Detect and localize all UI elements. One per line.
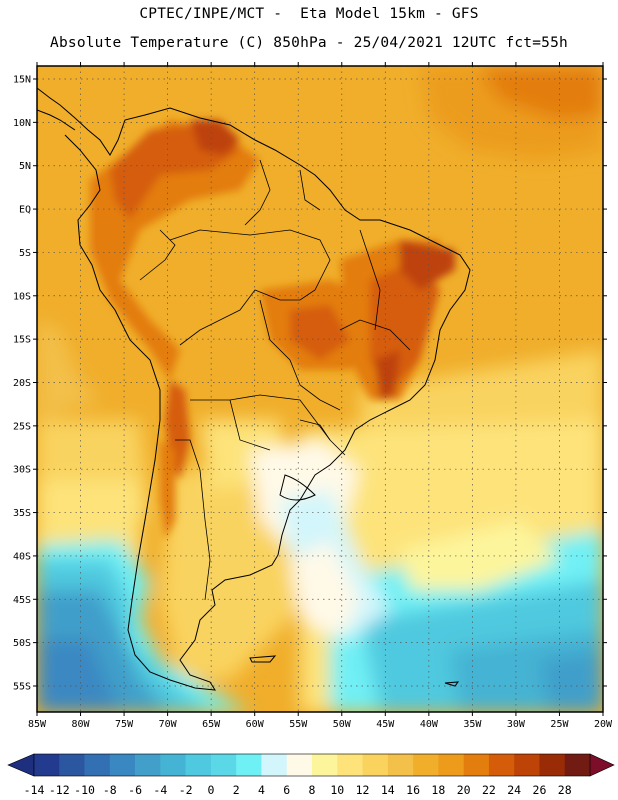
colorbar-tick-label: -8 [103,783,117,797]
country-borders [139,159,411,601]
longitude-labels: 85W 80W 75W 70W 65W 60W 55W 50W 45W 40W 35W 30W 25W 2… [28,719,613,730]
lon-label: 45W [376,719,395,730]
colorbar-tick-label: 12 [356,783,370,797]
colorbar-swatch [312,754,338,776]
lon-label: 40W [420,719,439,730]
colorbar-tick-label: 22 [482,783,496,797]
colorbar-swatch [438,754,464,776]
colorbar-frame [33,753,591,777]
lon-label: 50W [333,719,352,730]
colorbar-tick-label: 28 [558,783,572,797]
lat-label: 15N [13,75,31,86]
lon-label: 75W [115,719,134,730]
colorbar-swatch [286,754,313,776]
colorbar-swatch [160,754,186,776]
lon-label: 35W [463,719,482,730]
lon-label: 60W [246,719,265,730]
colorbar-tick-label: -4 [153,783,167,797]
temperature-field [37,66,603,712]
lat-label: 25S [13,421,31,432]
lat-label: 45S [13,595,31,606]
colorbar-swatch [539,754,566,776]
colorbar-swatch [463,754,490,776]
colorbar-swatch [362,754,389,776]
lat-label: 15S [13,335,31,346]
colorbar-swatch [261,754,288,776]
lon-label: 70W [159,719,178,730]
colorbar-swatch [488,754,515,776]
colorbar-swatch [59,754,85,776]
lon-label: 20W [594,719,613,730]
colorbar-over-arrow [589,753,615,777]
colorbar-swatch [109,754,136,776]
lat-label: 35S [13,508,31,519]
colorbar-tick-label: -14 [24,783,45,797]
lat-label: 5N [19,161,31,172]
colorbar-tick-label: 2 [233,783,240,797]
lat-label: 10S [13,291,31,302]
lon-label: 25W [550,719,569,730]
lon-label: 85W [28,719,47,730]
colorbar-tick-label: 4 [258,783,265,797]
colorbar-swatch [337,754,363,776]
colorbar-tick-label: -10 [74,783,95,797]
colorbar-tick-label: 0 [207,783,214,797]
colorbar-tick-label: -6 [128,783,142,797]
lat-label: 5S [19,248,31,259]
colorbar-tick-label: -12 [49,783,70,797]
lat-label: 50S [13,638,31,649]
colorbar-under-arrow [7,753,35,777]
lat-label: 30S [13,465,31,476]
colorbar-swatch [34,754,60,776]
colorbar-tick-label: 20 [457,783,471,797]
colorbar-tick-label: 26 [533,783,547,797]
colorbar-swatch [236,754,262,776]
colorbar-swatch [514,754,540,776]
colorbar-tick-label: 14 [381,783,395,797]
colorbar-tick-label: 6 [283,783,290,797]
colorbar-swatch [387,754,414,776]
lon-label: 30W [507,719,526,730]
colorbar-tick-label: 18 [431,783,445,797]
colorbar-tick-label: -2 [179,783,193,797]
lat-label: 40S [13,551,31,562]
lon-label: 65W [202,719,221,730]
colorbar-swatch [185,754,212,776]
coastline [37,87,471,691]
colorbar-tick-label: 10 [330,783,344,797]
axis-ticks [33,62,607,716]
colorbar-tick-label: 24 [507,783,521,797]
lat-label: 55S [13,681,31,692]
colorbar: -14 -12 -10 -8 -6 -4 -2 0 2 4 6 8 10 12 14 16 18 20 22 24 26… [7,753,615,797]
map-frame [36,65,604,713]
lat-label: 20S [13,378,31,389]
colorbar-swatch [135,754,161,776]
lon-label: 80W [72,719,91,730]
colorbar-tick-label: 8 [309,783,316,797]
colorbar-swatch [564,754,591,776]
lat-label: EQ [19,205,31,216]
colorbar-swatch [210,754,237,776]
colorbar-swatch [84,754,111,776]
colorbar-swatch [413,754,439,776]
lon-label: 55W [289,719,308,730]
lat-label: 10N [13,118,31,129]
chart-title-line1: CPTEC/INPE/MCT - Eta Model 15km - GFS [139,6,479,22]
colorbar-tick-label: 16 [406,783,420,797]
latitude-labels: 15N 10N 5N EQ 5S 10S 15S 20S 25S 30S 35S 40S 45S 50S 5… [13,75,31,693]
chart-title-line2: Absolute Temperature (C) 850hPa - 25/04/… [50,35,568,51]
